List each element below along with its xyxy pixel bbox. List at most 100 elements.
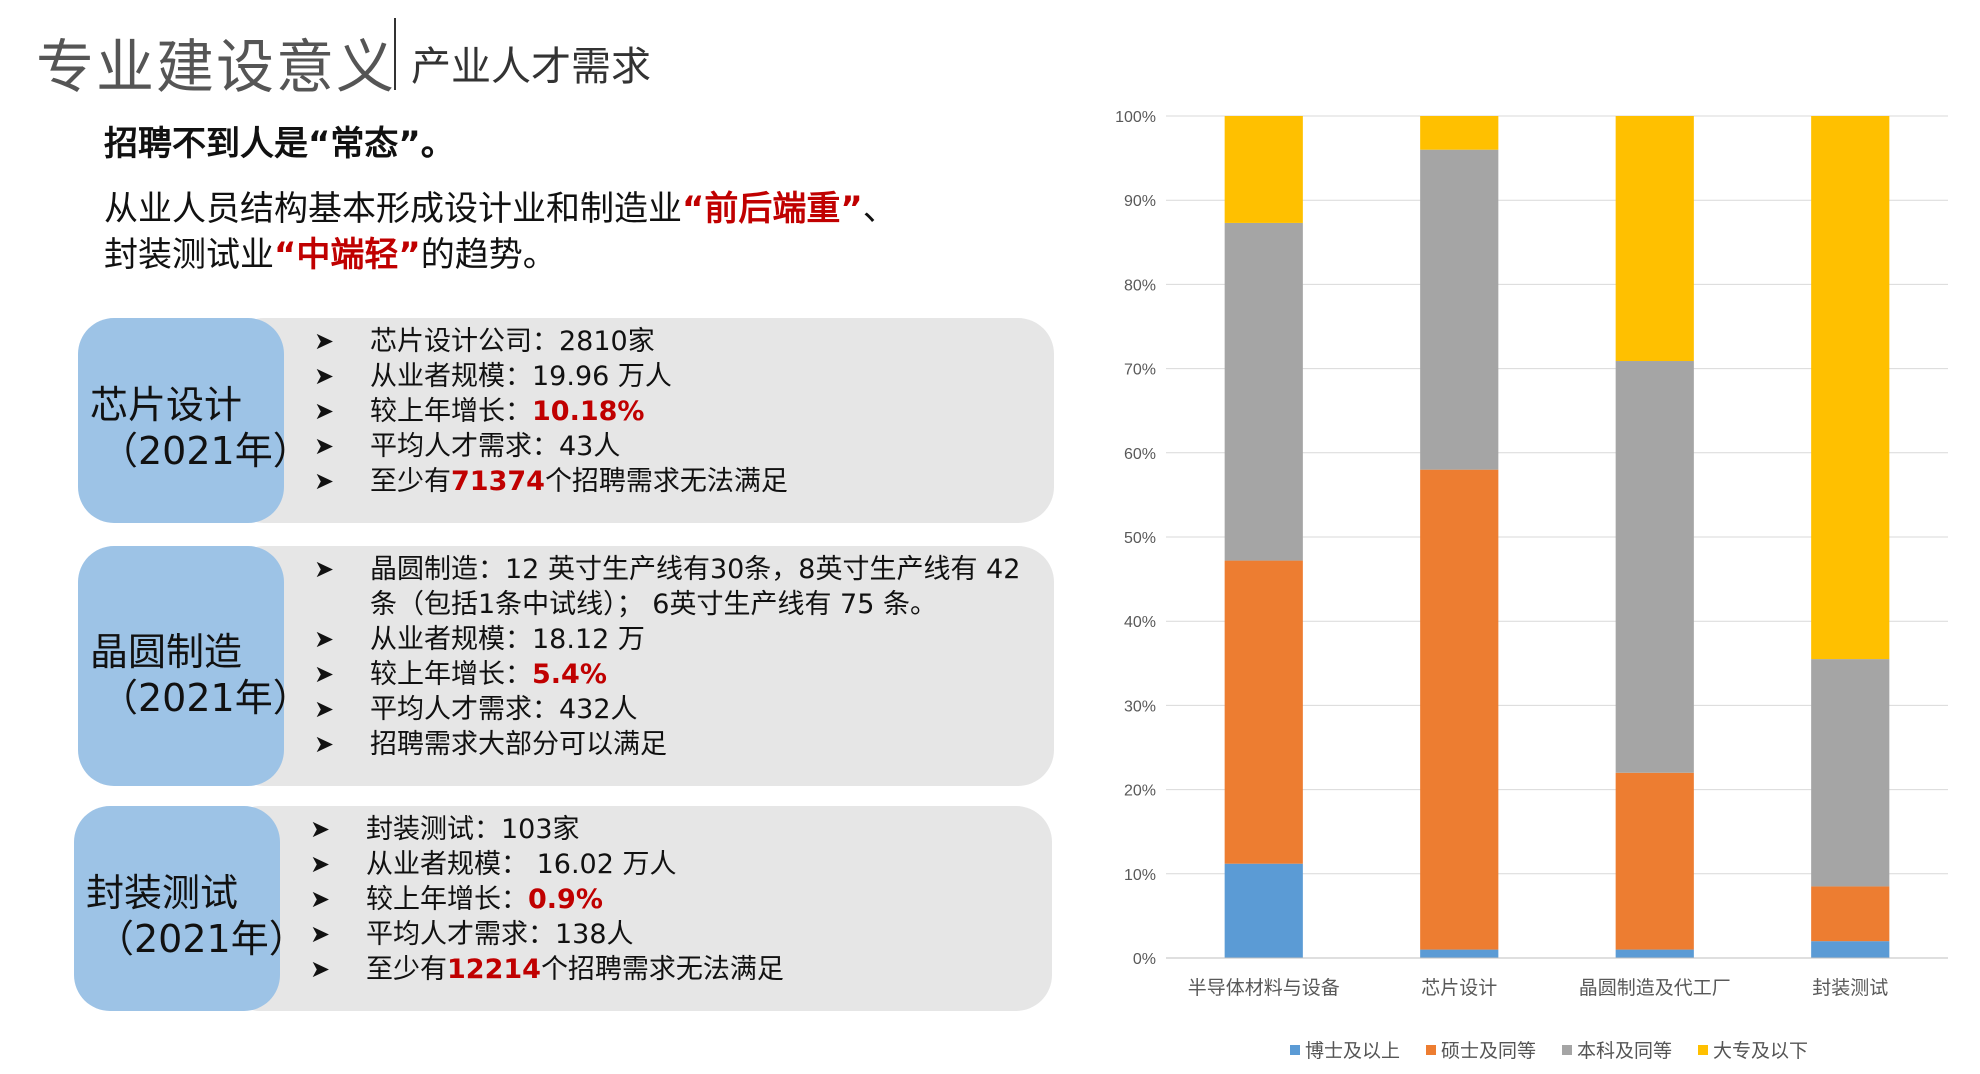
legend-label: 本科及同等 [1577,1040,1673,1062]
fact-highlight: 71374 [451,466,545,497]
legend-swatch [1290,1044,1300,1055]
card-panel [224,806,1052,1011]
stacked-bar-chart: 0% 10% 20% 30% 40% 50% 60% 70% 80% 90% 100% 半导体材料与设… [1115,109,1948,999]
trend-highlight: “前后端重” [682,189,863,229]
trend-statement: 从业人员结构基本形成设计业和制造业“前后端重”、 封装测试业“中端轻”的趋势。 [104,186,897,278]
page-title: 专业建设意义 [36,33,397,101]
legend-label: 硕士及同等 [1441,1040,1537,1062]
bar-segment [1420,949,1499,958]
trend-highlight: “中端轻” [274,235,421,275]
arrow-bullet-icon: ➤ [310,815,331,843]
arrow-bullet-icon: ➤ [314,362,335,390]
card-facts: ➤ 晶圆制造：12 英寸生产线有30条，8英寸生产线有 42 条（包括1条中试线）；… [314,552,1020,762]
x-tick-label: 半导体材料与设备 [1188,977,1340,999]
arrow-bullet-icon: ➤ [310,920,331,948]
fact-text: 从业者规模： 16.02 万人 [366,849,677,880]
y-tick-label: 60% [1124,446,1156,463]
bar-segment [1420,116,1499,150]
fact-highlight: 10.18% [532,396,645,427]
fact-highlight: 5.4% [532,659,607,690]
y-tick-label: 80% [1124,277,1156,294]
bar-segment [1615,949,1694,958]
card-panel [228,318,1054,523]
legend-label: 博士及以上 [1305,1040,1401,1062]
bar-segment [1224,222,1303,561]
fact-item: ➤ 平均人才需求：43人 [314,429,788,464]
fact-item: ➤ 平均人才需求：432人 [314,692,1020,727]
card-facts: ➤ 芯片设计公司：2810家 ➤ 从业者规模：19.96 万人 ➤ 较上年增长：10.… [314,324,788,499]
y-tick-label: 20% [1124,783,1156,800]
arrow-bullet-icon: ➤ [314,397,335,425]
arrow-bullet-icon: ➤ [310,850,331,878]
legend-item: 本科及同等 [1562,1036,1672,1063]
fact-item: ➤ 从业者规模：19.96 万人 [314,359,788,394]
legend-swatch [1698,1044,1709,1055]
trend-text: 的趋势。 [420,235,557,275]
card-wafer-manufacturing: 晶圆制造 （2021年） ➤ 晶圆制造：12 英寸生产线有30条，8英寸生产线有 … [78,546,1054,786]
fact-item: ➤ 从业者规模： 16.02 万人 [310,847,784,882]
fact-text: 较上年增长： [366,884,528,915]
trend-text: 封装测试业 [104,235,274,275]
card-chip-design: 芯片设计 （2021年） ➤ 芯片设计公司：2810家 ➤ 从业者规模：19.96 … [78,318,1054,523]
fact-text: 从业者规模：18.12 万 [370,624,645,655]
arrow-bullet-icon: ➤ [310,885,331,913]
bar-segment [1420,469,1499,950]
bar-segment [1811,116,1890,660]
card-name: 封装测试 [86,871,239,915]
fact-highlight: 12214 [447,954,541,985]
arrow-bullet-icon: ➤ [314,432,335,460]
bar-segment [1811,941,1890,958]
arrow-bullet-icon: ➤ [314,467,335,495]
bar-segment [1615,772,1694,950]
fact-text: 个招聘需求无法满足 [544,466,788,497]
fact-text: 较上年增长： [370,396,532,427]
y-tick-label: 0% [1133,951,1156,968]
fact-item: ➤ 至少有12214个招聘需求无法满足 [310,952,784,987]
legend-label: 大专及以下 [1713,1040,1809,1062]
bar-segment [1615,116,1694,362]
legend-item: 博士及以上 [1290,1036,1400,1063]
bar-segment [1420,149,1499,470]
card-tag: 封装测试 （2021年） [74,806,307,1011]
legend-swatch [1426,1044,1437,1055]
fact-text: 个招聘需求无法满足 [540,954,784,985]
x-tick-label: 晶圆制造及代工厂 [1579,977,1731,999]
bar-segment [1224,863,1303,958]
fact-item: ➤ 晶圆制造：12 英寸生产线有30条，8英寸生产线有 42 条（包括1条中试线）；… [314,552,1020,622]
lead-statement: 招聘不到人是“常态”。 [104,124,455,164]
bar-segment [1811,659,1890,887]
arrow-bullet-icon: ➤ [314,730,335,758]
y-tick-label: 40% [1124,614,1156,631]
fact-item: ➤ 平均人才需求：138人 [310,917,784,952]
card-facts: ➤ 封装测试：103家 ➤ 从业者规模： 16.02 万人 ➤ 较上年增长：0.9% … [310,812,784,987]
fact-text: 招聘需求大部分可以满足 [370,729,667,760]
fact-item: ➤ 招聘需求大部分可以满足 [314,727,1020,762]
fact-item: ➤ 芯片设计公司：2810家 [314,324,788,359]
card-tag: 芯片设计 （2021年） [78,318,311,523]
bar-segment [1224,560,1303,864]
card-tag: 晶圆制造 （2021年） [78,546,311,786]
fact-text: 从业者规模：19.96 万人 [370,361,672,392]
fact-item: ➤ 从业者规模：18.12 万 [314,622,1020,657]
fact-text: 平均人才需求：43人 [370,431,621,462]
y-tick-label: 50% [1124,530,1156,547]
title-divider [394,18,396,90]
trend-line-1: 从业人员结构基本形成设计业和制造业“前后端重”、 [104,186,897,232]
card-name: 晶圆制造 [90,630,243,674]
fact-text: 封装测试：103家 [366,814,580,845]
card-year: （2021年） [96,917,307,961]
fact-item: ➤ 较上年增长：0.9% [310,882,784,917]
card-panel [228,546,1054,786]
fact-text: 芯片设计公司：2810家 [370,326,655,357]
fact-text: 晶圆制造：12 英寸生产线有30条，8英寸生产线有 42 [370,554,1021,585]
fact-item: ➤ 较上年增长：5.4% [314,657,1020,692]
arrow-bullet-icon: ➤ [314,625,335,653]
card-year: （2021年） [100,429,311,473]
arrow-bullet-icon: ➤ [314,327,335,355]
y-tick-label: 10% [1124,867,1156,884]
arrow-bullet-icon: ➤ [314,695,335,723]
fact-item: ➤ 至少有71374个招聘需求无法满足 [314,464,788,499]
legend-item: 硕士及同等 [1426,1036,1536,1063]
y-tick-label: 30% [1124,698,1156,715]
card-name: 芯片设计 [90,383,243,427]
